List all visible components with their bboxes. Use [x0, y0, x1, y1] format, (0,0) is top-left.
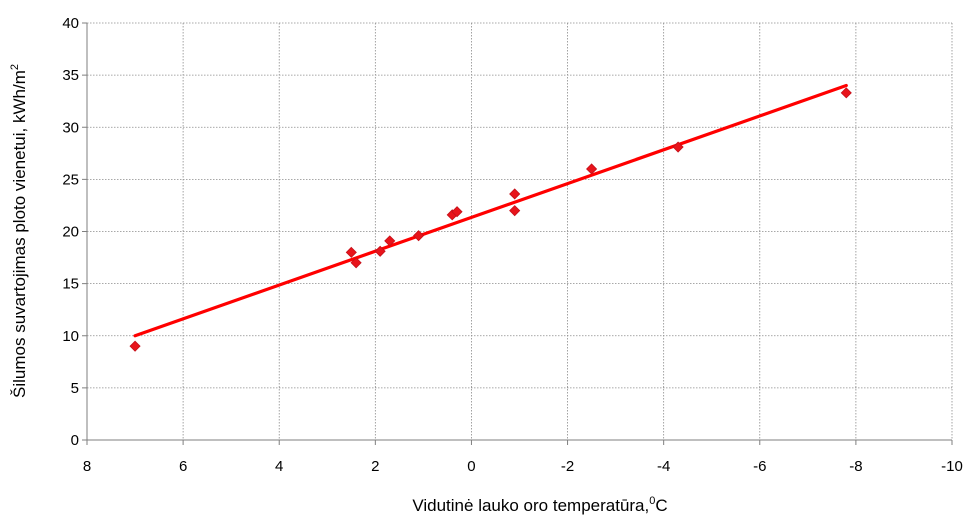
x-tick-label: -4	[657, 458, 670, 475]
y-tick-label: 20	[62, 224, 79, 241]
gridlines	[87, 22, 953, 440]
y-tick-label: 0	[71, 432, 79, 449]
x-tick-label: 0	[467, 458, 475, 475]
data-point	[840, 87, 852, 99]
x-tick-label: 4	[275, 458, 283, 475]
data-point	[413, 230, 425, 242]
x-axis-title-text: Vidutinė lauko oro temperatūra,	[412, 496, 649, 515]
data-points	[129, 87, 852, 352]
y-tick-label: 40	[62, 15, 79, 32]
data-point	[672, 141, 684, 153]
x-axis-title: Vidutinė lauko oro temperatūra,0C	[412, 495, 667, 515]
y-axis-title-text: Šilumos suvartojimas ploto vienetui, kWh…	[10, 70, 29, 398]
y-tick-label: 30	[62, 119, 79, 136]
x-tick-label: -6	[753, 458, 766, 475]
x-tick-label: -2	[561, 458, 574, 475]
x-tick-label: 2	[371, 458, 379, 475]
data-point	[345, 246, 357, 258]
x-tick-label: 8	[83, 458, 91, 475]
x-axis-title-unit: C	[655, 496, 667, 515]
trendline-group	[133, 83, 848, 338]
data-point	[509, 205, 521, 217]
data-point	[509, 188, 521, 200]
y-tick-label: 5	[71, 380, 79, 397]
x-tick-label: 6	[179, 458, 187, 475]
trendline	[133, 83, 848, 338]
data-point	[384, 235, 396, 247]
y-tick-label: 10	[62, 328, 79, 345]
axes	[82, 22, 953, 445]
y-tick-label: 35	[62, 67, 79, 84]
data-point	[374, 245, 386, 257]
y-tick-label: 25	[62, 171, 79, 188]
y-tick-label: 15	[62, 276, 79, 293]
x-tick-label: -8	[849, 458, 862, 475]
data-point	[451, 206, 463, 218]
x-tick-label: -10	[941, 458, 963, 475]
data-point	[129, 340, 141, 352]
data-point	[586, 163, 598, 175]
data-point	[350, 257, 362, 269]
y-axis-title: Šilumos suvartojimas ploto vienetui, kWh…	[9, 64, 29, 398]
x-axis-title-superscript: 0	[649, 495, 655, 507]
y-axis-title-superscript: 2	[9, 64, 21, 70]
